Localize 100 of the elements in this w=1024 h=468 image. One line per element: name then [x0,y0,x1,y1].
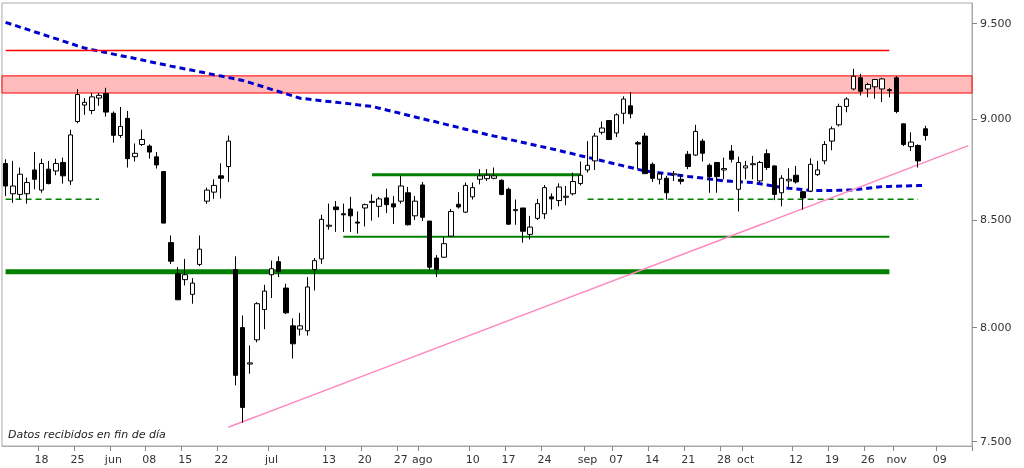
candlestick [448,208,454,238]
candlestick [240,315,245,424]
candlestick [570,172,576,196]
candlestick [707,163,712,194]
y-tick-label: 8.000 [980,320,1012,334]
candlestick [614,112,619,138]
x-tick-label: 07 [609,453,624,466]
x-tick-label: 28 [717,453,732,466]
candlestick [729,144,734,163]
candlestick [463,182,468,214]
x-tick-label: 21 [681,453,696,466]
x-tick-label: jun [103,453,122,466]
candlestick [348,196,353,233]
x-tick-label: 19 [824,453,839,466]
candlestick [456,191,461,210]
x-tick-label: 10 [465,453,480,466]
candlestick [82,97,87,116]
candlestick [190,277,195,305]
candlestick [46,160,51,185]
candlestick [283,283,289,315]
candlestick [276,255,281,278]
candlestick [384,188,389,214]
candlestick [542,184,547,220]
candlestick [836,103,842,127]
x-tick-label: 20 [357,453,372,466]
candlestick [901,122,906,147]
x-tick-label: sep [577,453,598,466]
candlestick [499,178,504,196]
candlestick [305,276,310,337]
x-tick-label: 25 [70,453,85,466]
candlestick [470,182,475,201]
candlestick [535,198,540,221]
candlestick [700,138,705,162]
x-tick-label: 13 [321,453,336,466]
candlestick [815,160,820,177]
candlestick [678,173,684,185]
candlestick [808,157,813,193]
x-tick-label: jul [263,453,278,466]
candlestick [326,203,332,231]
y-tick-label: 7.500 [980,434,1012,448]
x-tick-label: 22 [214,453,229,466]
x-tick-label: ago [412,453,433,466]
candlestick [262,284,267,330]
candlestick [513,199,518,226]
candlestick [32,151,37,190]
candlestick [312,257,317,291]
candlestick [743,160,748,180]
candlestick [772,164,777,201]
candlestick [118,106,123,139]
candlestick [139,129,145,147]
candlestick [664,175,669,201]
candlestick [621,95,626,125]
x-tick-label: 24 [537,453,552,466]
y-tick-label: 8.500 [980,213,1012,227]
candlestick [851,68,856,91]
candlestick [800,190,806,211]
candlestick [233,255,238,386]
x-tick-label: 27 [393,453,408,466]
candlestick [341,203,346,233]
candlestick [355,210,360,235]
candlestick [628,91,633,119]
candlestick [269,260,274,299]
candlestick [657,172,662,185]
candlestick [254,301,260,343]
candlestick [585,140,590,174]
x-tick-label: 15 [178,453,193,466]
candlestick [650,161,655,183]
candlestick [894,75,899,114]
candlestick [858,73,863,97]
candlestick [420,181,425,222]
candlestick [923,125,928,141]
candlestick [68,129,73,186]
x-tick-label: 14 [645,453,660,466]
candlestick [39,158,44,194]
candlestick [247,344,253,375]
candlestick [434,254,439,278]
candlestick [822,140,827,165]
candlestick [362,203,368,227]
candlestick [592,132,598,171]
candlestick [736,156,741,212]
candlestick [75,88,80,124]
candlestick [147,143,152,160]
candlestick [549,192,554,211]
candlestick [333,200,339,233]
candlestick [218,162,224,199]
y-tick-label: 9.500 [980,16,1012,30]
candlestick [506,187,511,226]
candlestick [441,236,447,259]
candlestick [779,174,784,207]
x-tick-label: nov [886,453,908,466]
candlestick [887,87,892,98]
candlestick [693,124,698,157]
candlestick [132,142,138,162]
annotation: Datos recibidos en fin de día [8,428,166,441]
candlestick [226,135,231,183]
candlestick [578,160,583,186]
candlestick [168,234,174,265]
candlestick [685,150,691,170]
candlestick [3,158,8,197]
x-tick-label: 09 [932,453,947,466]
